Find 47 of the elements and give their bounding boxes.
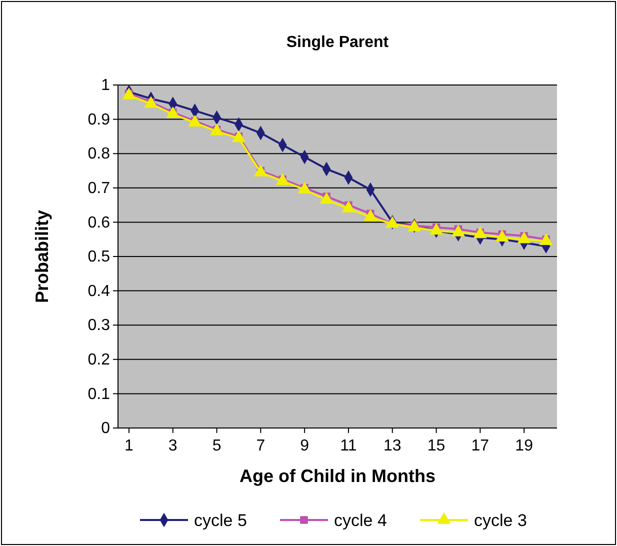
point (496, 230, 509, 242)
x-tick-label: 15 (427, 437, 446, 454)
y-tick-label: 0.6 (88, 214, 110, 232)
x-tick-label: 3 (168, 437, 178, 454)
x-tick-label: 19 (515, 437, 534, 454)
point (342, 201, 355, 212)
point (430, 223, 443, 235)
legend-label: cycle 3 (474, 511, 527, 530)
x-tick-label: 11 (340, 437, 357, 454)
point (386, 216, 399, 228)
point (144, 96, 158, 108)
y-tick-label: 0.9 (88, 111, 110, 128)
x-tick-label: 1 (124, 437, 134, 454)
point (518, 232, 530, 244)
legend-label: cycle 5 (194, 511, 247, 530)
x-tick-label: 13 (383, 437, 402, 454)
y-tick-label: 0.2 (88, 352, 110, 369)
y-axis-title: Probability (32, 210, 52, 304)
point (474, 226, 487, 238)
y-tick-label: 0.8 (88, 146, 110, 163)
y-tick-label: 0.1 (88, 386, 110, 403)
x-tick-label: 9 (300, 437, 310, 454)
point (364, 210, 377, 221)
point (166, 106, 180, 118)
point (320, 192, 333, 204)
point (452, 225, 465, 236)
y-tick-label: 0.3 (88, 317, 110, 334)
x-tick-label: 17 (471, 437, 490, 454)
x-tick-label: 5 (212, 437, 222, 454)
y-tick-label: 0.5 (88, 248, 110, 266)
point (408, 220, 421, 232)
chart-title: Single Parent (286, 34, 390, 51)
point (298, 182, 311, 194)
point (210, 124, 224, 136)
x-axis-title: Age of Child in Months (240, 466, 436, 486)
point (276, 174, 290, 185)
point (540, 234, 552, 245)
point (122, 88, 136, 100)
y-tick-label: 1 (101, 77, 110, 94)
y-tick-label: 0 (101, 420, 110, 438)
point (254, 165, 268, 176)
y-tick-label: 0.4 (88, 282, 110, 300)
legend-label: cycle 4 (334, 511, 387, 530)
point (188, 115, 202, 127)
x-tick-label: 7 (256, 437, 266, 454)
point (232, 130, 246, 142)
y-tick-label: 0.7 (88, 180, 110, 198)
